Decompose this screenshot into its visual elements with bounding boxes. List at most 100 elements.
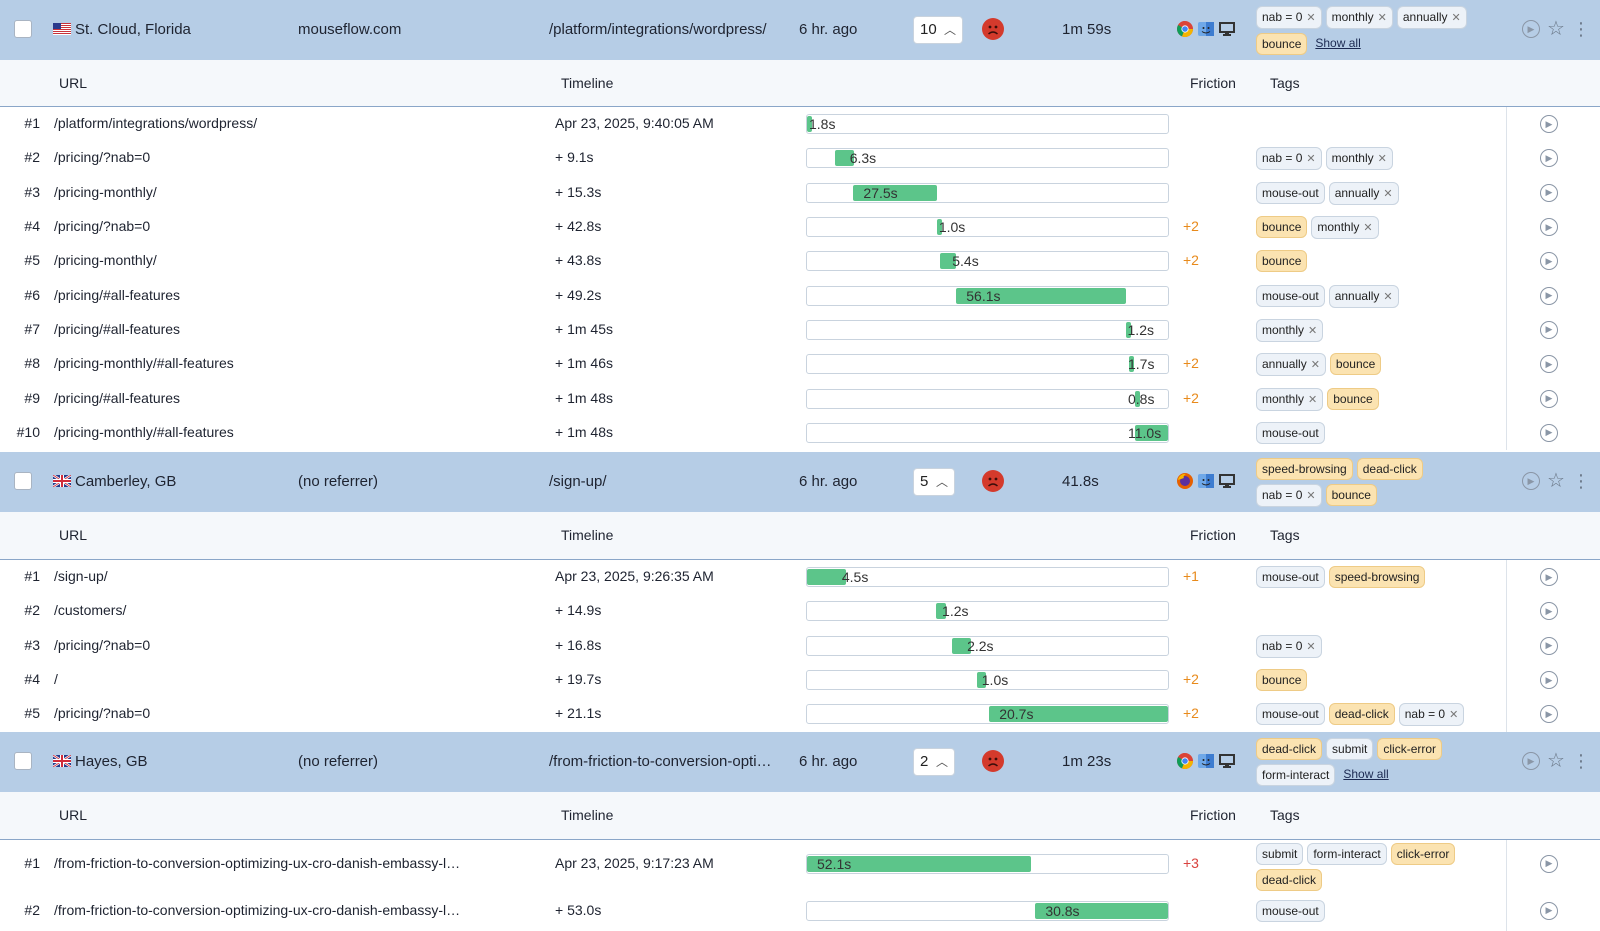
play-pageview-icon[interactable]: ▶	[1540, 218, 1558, 237]
select-checkbox[interactable]	[14, 752, 32, 770]
pageview-url[interactable]: /from-friction-to-conversion-optimizing-…	[54, 901, 461, 918]
tag[interactable]: annually ✕	[1396, 6, 1467, 29]
pageview-row[interactable]: #7/pricing/#all-features + 1m 45s 1.2s mont…	[0, 313, 1600, 347]
tag[interactable]: nab = 0 ✕	[1256, 484, 1322, 507]
select-checkbox[interactable]	[14, 472, 32, 490]
star-icon[interactable]: ☆	[1547, 750, 1565, 772]
tag[interactable]: speed-browsing	[1256, 458, 1353, 480]
pageview-row[interactable]: #2/customers/ + 14.9s 1.2s ▶	[0, 594, 1600, 628]
pageview-row[interactable]: #9/pricing/#all-features + 1m 48s 0.8s +2 mo…	[0, 381, 1600, 415]
play-pageview-icon[interactable]: ▶	[1540, 252, 1558, 271]
pageview-url[interactable]: /pricing/?nab=0	[54, 149, 151, 166]
tag[interactable]: bounce	[1256, 33, 1308, 55]
pageview-url[interactable]: /pricing/#all-features	[54, 320, 181, 337]
tag[interactable]: nab = 0 ✕	[1256, 634, 1322, 658]
tag[interactable]: dead-click	[1256, 869, 1323, 891]
session-row[interactable]: Camberley, GB (no referrer) /sign-up/6 hr.…	[0, 452, 1600, 512]
remove-tag-icon[interactable]: ✕	[1363, 222, 1373, 235]
pageview-url[interactable]: /pricing-monthly/#all-features	[54, 423, 234, 440]
play-pageview-icon[interactable]: ▶	[1540, 149, 1558, 168]
tag[interactable]: monthly ✕	[1325, 6, 1393, 29]
select-checkbox[interactable]	[14, 20, 32, 38]
more-options-icon[interactable]: ⋮	[1571, 19, 1590, 39]
pageviews-toggle[interactable]: 5 ︿	[913, 468, 955, 496]
pageview-url[interactable]: /pricing-monthly/	[54, 183, 157, 200]
tag[interactable]: annually ✕	[1328, 284, 1399, 308]
tag[interactable]: monthly ✕	[1256, 387, 1324, 411]
tag[interactable]: click-error	[1377, 738, 1443, 760]
chevron-up-icon[interactable]: ︿	[935, 475, 948, 489]
remove-tag-icon[interactable]: ✕	[1306, 153, 1316, 166]
tag[interactable]: bounce	[1327, 387, 1379, 410]
tag[interactable]: bounce	[1256, 250, 1308, 273]
pageview-row[interactable]: #2/from-friction-to-conversion-optimizin…	[0, 887, 1600, 931]
tag[interactable]: click-error	[1390, 843, 1456, 865]
pageview-url[interactable]: /pricing/?nab=0	[54, 218, 151, 235]
tag[interactable]: mouse-out	[1256, 181, 1325, 204]
remove-tag-icon[interactable]: ✕	[1377, 12, 1387, 24]
play-pageview-icon[interactable]: ▶	[1540, 568, 1558, 587]
play-pageview-icon[interactable]: ▶	[1540, 636, 1558, 655]
pageview-row[interactable]: #1/from-friction-to-conversion-optimizin…	[0, 840, 1600, 891]
pageview-row[interactable]: #1/platform/integrations/wordpress/Apr 2…	[0, 107, 1600, 141]
show-all-link[interactable]: Show all	[1343, 767, 1389, 781]
tag[interactable]: bounce	[1256, 669, 1308, 692]
more-options-icon[interactable]: ⋮	[1571, 471, 1590, 491]
pageview-url[interactable]: /sign-up/	[54, 568, 108, 585]
play-pageview-icon[interactable]: ▶	[1540, 286, 1558, 305]
pageview-row[interactable]: #6/pricing/#all-features + 49.2s 56.1s mous…	[0, 279, 1600, 313]
play-icon[interactable]: ▶	[1522, 20, 1540, 38]
remove-tag-icon[interactable]: ✕	[1383, 290, 1393, 303]
tag[interactable]: mouse-out	[1256, 566, 1325, 589]
session-row[interactable]: St. Cloud, Florida mouseflow.com/platform…	[0, 0, 1600, 60]
remove-tag-icon[interactable]: ✕	[1383, 187, 1393, 200]
remove-tag-icon[interactable]: ✕	[1306, 490, 1316, 502]
play-pageview-icon[interactable]: ▶	[1540, 115, 1558, 134]
pageview-url[interactable]: /pricing/?nab=0	[54, 636, 151, 653]
tag[interactable]: annually ✕	[1328, 181, 1399, 205]
pageview-row[interactable]: #4/pricing/?nab=0 + 42.8s 1.0s +2 bounce mont…	[0, 210, 1600, 244]
pageview-url[interactable]: /pricing-monthly/#all-features	[54, 355, 234, 372]
show-all-link[interactable]: Show all	[1315, 36, 1361, 50]
tag[interactable]: dead-click	[1256, 738, 1323, 760]
remove-tag-icon[interactable]: ✕	[1449, 709, 1459, 722]
play-pageview-icon[interactable]: ▶	[1540, 705, 1558, 724]
play-pageview-icon[interactable]: ▶	[1540, 183, 1558, 202]
session-row[interactable]: Hayes, GB (no referrer) /from-friction-to-…	[0, 732, 1600, 792]
remove-tag-icon[interactable]: ✕	[1308, 393, 1318, 406]
tag[interactable]: nab = 0 ✕	[1256, 147, 1322, 171]
tag[interactable]: mouse-out	[1256, 421, 1325, 444]
star-icon[interactable]: ☆	[1547, 18, 1565, 40]
tag[interactable]: speed-browsing	[1328, 566, 1426, 589]
play-icon[interactable]: ▶	[1522, 752, 1540, 770]
play-pageview-icon[interactable]: ▶	[1540, 389, 1558, 408]
tag[interactable]: submit	[1256, 843, 1304, 865]
tag[interactable]: mouse-out	[1256, 703, 1325, 726]
pageview-row[interactable]: #2/pricing/?nab=0 + 9.1s 6.3s nab = 0 ✕ month…	[0, 141, 1600, 175]
chevron-up-icon[interactable]: ︿	[935, 755, 948, 769]
pageview-row[interactable]: #4 / + 19.7s 1.0s +2 bounce ▶	[0, 663, 1600, 697]
more-options-icon[interactable]: ⋮	[1571, 751, 1590, 771]
pageview-url[interactable]: /	[54, 671, 58, 688]
tag[interactable]: submit	[1326, 738, 1374, 760]
remove-tag-icon[interactable]: ✕	[1451, 12, 1461, 24]
tag[interactable]: bounce	[1329, 353, 1382, 376]
play-pageview-icon[interactable]: ▶	[1540, 901, 1558, 920]
remove-tag-icon[interactable]: ✕	[1377, 153, 1387, 166]
tag[interactable]: form-interact	[1256, 764, 1336, 786]
tag[interactable]: nab = 0 ✕	[1398, 703, 1465, 727]
play-pageview-icon[interactable]: ▶	[1540, 854, 1558, 873]
tag[interactable]: monthly ✕	[1256, 318, 1324, 342]
play-pageview-icon[interactable]: ▶	[1540, 602, 1558, 621]
pageviews-toggle[interactable]: 2 ︿	[913, 748, 955, 776]
pageview-row[interactable]: #10/pricing-monthly/#all-features + 1m 48…	[0, 416, 1600, 450]
tag[interactable]: form-interact	[1307, 843, 1387, 865]
entry-page[interactable]: /sign-up/	[549, 473, 607, 490]
play-pageview-icon[interactable]: ▶	[1540, 320, 1558, 339]
star-icon[interactable]: ☆	[1547, 470, 1565, 492]
remove-tag-icon[interactable]: ✕	[1306, 12, 1316, 24]
tag[interactable]: dead-click	[1328, 703, 1395, 726]
pageview-url[interactable]: /pricing/#all-features	[54, 286, 181, 303]
pageview-url[interactable]: /pricing-monthly/	[54, 252, 157, 269]
pageview-url[interactable]: /pricing/?nab=0	[54, 705, 151, 722]
